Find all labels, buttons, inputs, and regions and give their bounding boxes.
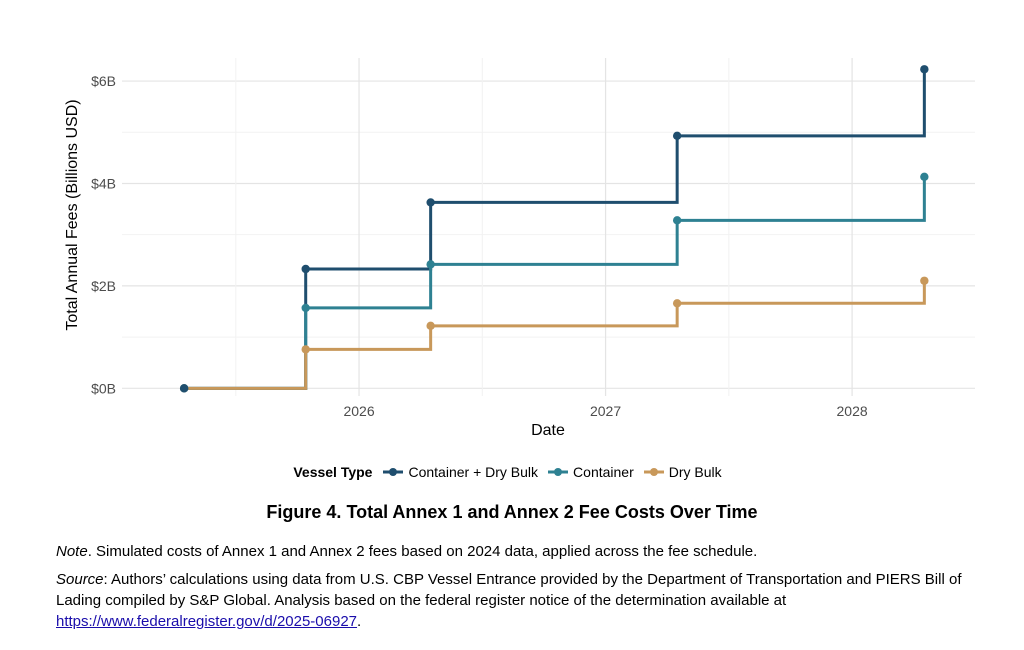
data-point: [426, 198, 435, 207]
x-axis-title: Date: [531, 422, 565, 439]
legend-label: Container + Dry Bulk: [408, 464, 539, 480]
legend-title: Vessel Type: [293, 464, 373, 480]
data-point: [301, 303, 310, 313]
note-label: Note: [56, 543, 88, 560]
federal-register-link[interactable]: https://www.federalregister.gov/d/2025-0…: [56, 613, 358, 630]
x-axis-tick-labels: 2026 2027 2028: [343, 403, 867, 419]
y-axis-title: Total Annual Fees (Billions USD): [64, 99, 81, 330]
figure-title: Figure 4. Total Annex 1 and Annex 2 Fee …: [266, 502, 758, 522]
legend-key-icon: [383, 468, 404, 476]
grid-lines: [122, 58, 975, 396]
y-tick-label: $6B: [91, 73, 116, 89]
legend-label: Dry Bulk: [668, 464, 722, 480]
legend-key-icon: [548, 468, 569, 476]
source-text: : Authors’ calculations using data from …: [56, 571, 962, 609]
series-lines: [184, 69, 926, 390]
note-text: . Simulated costs of Annex 1 and Annex 2…: [87, 543, 758, 560]
series-points: [179, 65, 929, 393]
x-tick-label: 2026: [343, 403, 374, 419]
source-paragraph: Source: Authors’ calculations using data…: [56, 569, 976, 632]
source-label: Source: [56, 571, 104, 588]
legend-items: Container + Dry Bulk Container Dry Bulk: [382, 464, 730, 480]
data-point: [301, 264, 310, 274]
data-point: [672, 299, 682, 308]
x-tick-label: 2027: [590, 403, 621, 419]
data-point: [426, 321, 435, 331]
data-point: [920, 65, 929, 74]
data-point: [672, 216, 682, 225]
series-line: [184, 280, 926, 390]
legend: Vessel Type Container + Dry Bulk Containe…: [0, 464, 1024, 480]
data-point: [920, 172, 929, 182]
y-tick-label: $4B: [91, 175, 116, 191]
x-tick-label: 2028: [837, 403, 868, 419]
legend-label: Container: [573, 464, 634, 480]
legend-item: Container: [547, 464, 634, 480]
series-line: [184, 176, 926, 390]
data-point: [426, 260, 435, 269]
note-paragraph: Note. Simulated costs of Annex 1 and Ann…: [56, 541, 976, 562]
series-line: [184, 69, 926, 390]
legend-item: Container + Dry Bulk: [382, 464, 538, 480]
source-end: .: [357, 613, 362, 630]
legend-item: Dry Bulk: [643, 464, 722, 480]
legend-key-icon: [643, 468, 664, 476]
data-point: [179, 384, 189, 393]
data-point: [672, 131, 682, 141]
y-axis-tick-labels: $0B $2B $4B $6B: [91, 73, 116, 396]
data-point: [920, 276, 929, 285]
step-line-chart: $0B $2B $4B $6B 2026 2027 2028 Date Total Ann…: [64, 58, 975, 439]
data-point: [301, 345, 310, 354]
y-tick-label: $2B: [91, 278, 116, 294]
y-tick-label: $0B: [91, 380, 116, 396]
